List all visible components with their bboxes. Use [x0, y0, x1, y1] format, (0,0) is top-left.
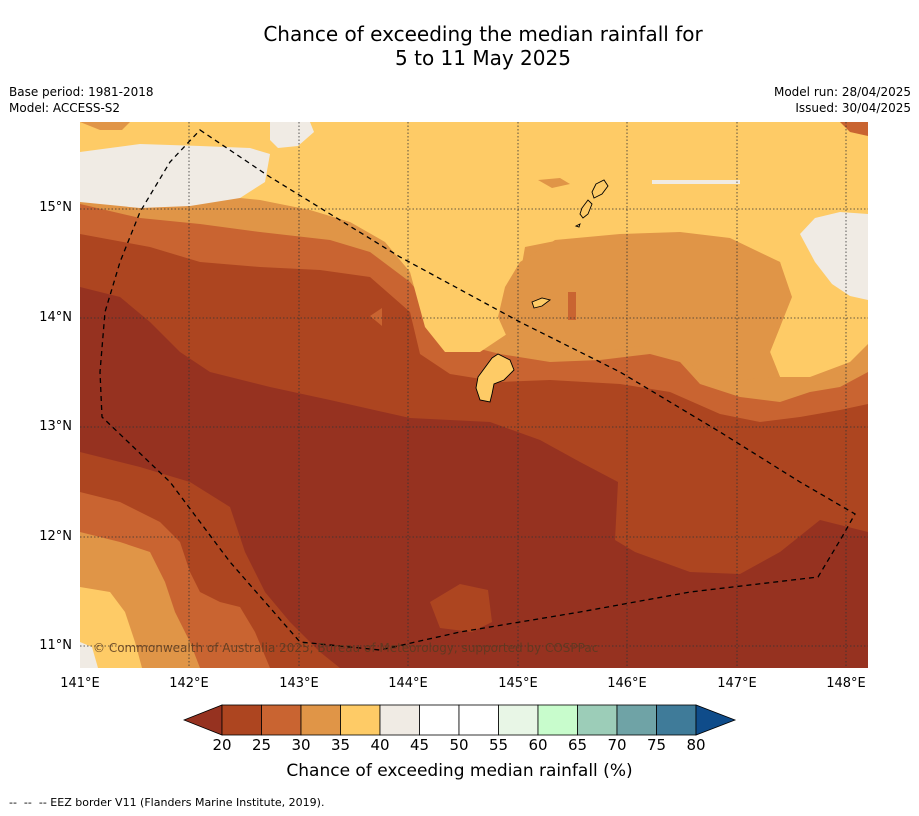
region-40-45-nw [80, 144, 270, 208]
eez-footnote: -- -- -- EEZ border V11 (Flanders Marine… [9, 796, 325, 809]
model-run: Model run: 28/04/2025 [773, 85, 911, 99]
colorbar-cell [340, 704, 381, 736]
rainfall-map [80, 122, 868, 668]
colorbar-tick-label: 50 [449, 736, 469, 754]
model-name: Model: ACCESS-S2 [9, 101, 121, 115]
base-period: Base period: 1981-2018 [9, 85, 154, 99]
colorbar-tick-label: 60 [528, 736, 548, 754]
lat-label-12n: 12°N [39, 529, 72, 544]
lat-label-15n: 15°N [39, 200, 72, 215]
colorbar-tick-label: 45 [409, 736, 430, 754]
lon-label-144e: 144°E [388, 676, 428, 691]
colorbar-cell [458, 704, 499, 736]
region-40-45-sw [80, 642, 98, 668]
colorbar-cell [577, 704, 618, 736]
colorbar-cell [300, 704, 341, 736]
lon-label-147e: 147°E [717, 676, 757, 691]
map-title: Chance of exceeding the median rainfall … [0, 22, 919, 70]
region-speck-3 [80, 122, 130, 130]
island-aguijan [574, 223, 581, 228]
colorbar-tick-label: 30 [291, 736, 311, 754]
region-speck-1 [538, 178, 570, 188]
lon-label-145e: 145°E [498, 676, 538, 691]
colorbar-cell [419, 704, 460, 736]
colorbar-cell [498, 704, 539, 736]
colorbar-tick-label: 65 [567, 736, 588, 754]
lat-label-11n: 11°N [39, 638, 72, 653]
island-rota [531, 297, 552, 309]
colorbar-tick-label: 25 [251, 736, 272, 754]
region-speck-4 [370, 308, 382, 326]
lon-label-148e: 148°E [826, 676, 866, 691]
colorbar-title: Chance of exceeding median rainfall (%) [286, 761, 633, 781]
colorbar-cells [183, 704, 737, 736]
colorbar [183, 704, 737, 736]
region-20-25-patch [430, 584, 492, 632]
lat-label-14n: 14°N [39, 310, 72, 325]
colorbar-cell [616, 704, 657, 736]
colorbar-tick-label: 75 [646, 736, 667, 754]
colorbar-tick-label: 80 [686, 736, 706, 754]
lat-label-13n: 13°N [39, 419, 72, 434]
island-saipan [591, 179, 609, 199]
region-30-35-east [498, 232, 792, 380]
meta-right: Model run: 28/04/2025 Issued: 30/04/2025 [774, 84, 911, 116]
meta-left: Base period: 1981-2018 Model: ACCESS-S2 [9, 84, 154, 116]
island-guam [475, 353, 515, 403]
colorbar-tick-label: 40 [370, 736, 390, 754]
colorbar-tick-label: 70 [607, 736, 627, 754]
colorbar-cell [379, 704, 420, 736]
region-40-45-line [652, 180, 740, 184]
eez-border [99, 129, 856, 651]
colorbar-extension-high [695, 704, 737, 736]
colorbar-tick-label: 55 [488, 736, 509, 754]
copyright-notice: © Commonwealth of Australia 2025, Bureau… [93, 641, 599, 655]
island-tinian [579, 199, 593, 219]
region-speck-2 [568, 292, 576, 320]
colorbar-tick-label: 20 [212, 736, 232, 754]
lon-label-143e: 143°E [279, 676, 319, 691]
colorbar-cell [537, 704, 578, 736]
colorbar-cell [261, 704, 302, 736]
colorbar-extension-low [183, 704, 223, 736]
lon-label-146e: 146°E [607, 676, 647, 691]
region-40-45-n [270, 122, 314, 148]
colorbar-tick-label: 35 [330, 736, 351, 754]
title-line-2: 5 to 11 May 2025 [395, 46, 571, 70]
region-40-45-e [800, 212, 868, 300]
region-speck-5 [840, 122, 868, 136]
lon-label-141e: 141°E [60, 676, 100, 691]
lon-label-142e: 142°E [169, 676, 209, 691]
colorbar-cell [656, 704, 697, 736]
islands [475, 179, 609, 403]
gridlines [80, 122, 868, 668]
issued-date: Issued: 30/04/2025 [795, 101, 911, 115]
title-line-1: Chance of exceeding the median rainfall … [263, 22, 703, 46]
colorbar-cell [221, 704, 262, 736]
